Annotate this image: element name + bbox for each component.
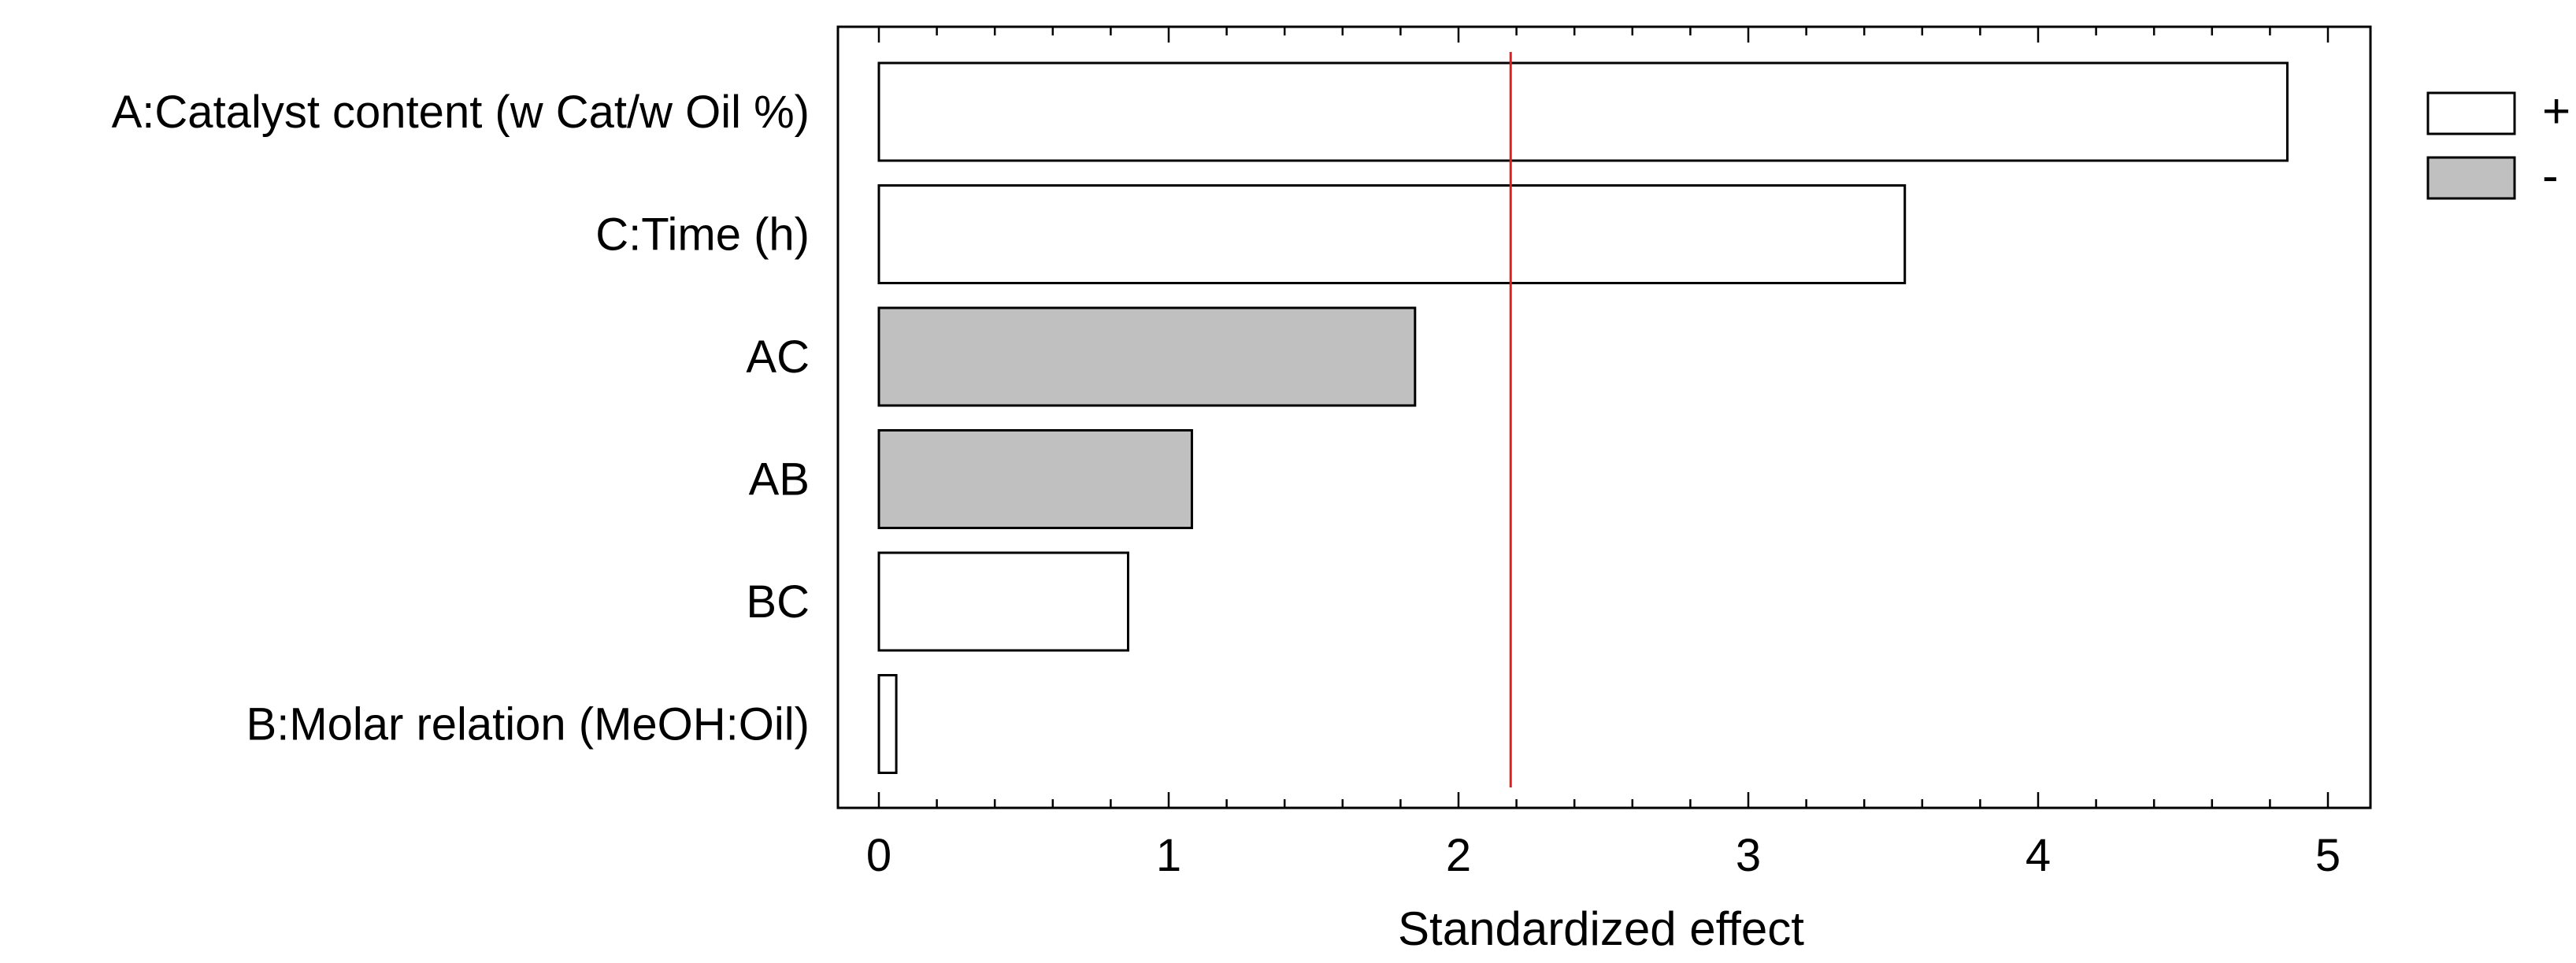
- bar-3: [877, 429, 1193, 529]
- x-tick-label-3: 3: [1736, 830, 1761, 881]
- category-label-3: AB: [749, 454, 810, 506]
- legend-swatch-1: [2426, 156, 2516, 200]
- bars-layer: [877, 61, 2289, 774]
- plot-frame: [836, 25, 2372, 809]
- category-label-1: C:Time (h): [595, 209, 810, 261]
- x-tick-label-4: 4: [2026, 830, 2051, 881]
- category-label-2: AC: [746, 331, 810, 383]
- x-axis-title: Standardized effect: [1398, 902, 1804, 955]
- bar-2: [877, 306, 1417, 407]
- x-axis: 0 1 2 3 4 5: [866, 27, 2341, 881]
- x-tick-label-0: 0: [866, 830, 891, 881]
- x-tick-label-2: 2: [1446, 830, 1471, 881]
- category-labels: A:Catalyst content (w Cat/w Oil %) C:Time…: [112, 87, 810, 750]
- legend-swatch-0: [2426, 91, 2516, 135]
- bar-5: [877, 674, 898, 774]
- legend-label-1: -: [2542, 149, 2559, 203]
- category-label-5: B:Molar relation (MeOH:Oil): [246, 699, 810, 750]
- x-tick-label-1: 1: [1156, 830, 1181, 881]
- bar-0: [877, 61, 2289, 162]
- legend-label-0: +: [2542, 84, 2570, 139]
- category-label-4: BC: [746, 576, 810, 628]
- legend: +-: [2426, 84, 2570, 203]
- bar-4: [877, 551, 1129, 652]
- category-label-0: A:Catalyst content (w Cat/w Oil %): [112, 87, 810, 138]
- x-tick-label-5: 5: [2315, 830, 2341, 881]
- bar-1: [877, 184, 1907, 284]
